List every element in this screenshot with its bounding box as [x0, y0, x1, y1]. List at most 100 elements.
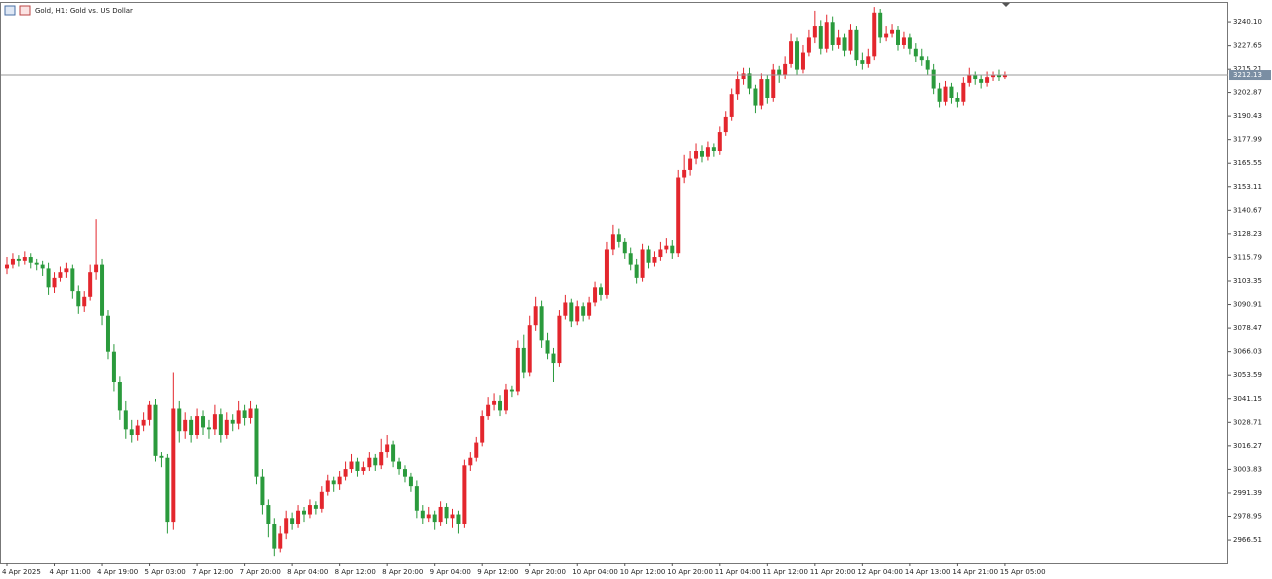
x-tick-label: 7 Apr 12:00: [192, 568, 233, 576]
candle-body: [88, 272, 93, 297]
x-tick-label: 9 Apr 04:00: [430, 568, 471, 576]
y-tick-label: 3016.27: [1233, 442, 1262, 450]
candle-body: [610, 234, 615, 250]
y-tick-label: 3078.47: [1233, 324, 1262, 332]
candle-body: [58, 272, 63, 278]
candle-body: [539, 306, 544, 341]
candle-body: [159, 455, 164, 458]
x-tick-label: 8 Apr 12:00: [335, 568, 376, 576]
candle-body: [907, 37, 912, 49]
candle-body: [812, 26, 817, 38]
candle-body: [444, 506, 449, 519]
candle-body: [646, 249, 651, 263]
x-tick-label: 9 Apr 20:00: [525, 568, 566, 576]
candle-body: [480, 416, 485, 443]
candle-body: [884, 33, 889, 38]
candle-body: [931, 69, 936, 89]
candle-body: [492, 400, 497, 405]
candle-body: [688, 158, 693, 170]
candle-body: [818, 26, 823, 49]
candle-body: [705, 147, 710, 157]
chart-title: Gold, H1: Gold vs. US Dollar: [35, 7, 133, 15]
candle-body: [699, 151, 704, 157]
candle-body: [331, 480, 336, 485]
candle-body: [765, 79, 770, 98]
x-tick-label: 4 Apr 2025: [2, 568, 41, 576]
candle-body: [967, 75, 972, 83]
candle-body: [46, 268, 51, 288]
candle-body: [361, 467, 366, 471]
candle-body: [111, 351, 116, 382]
candle-body: [236, 410, 241, 424]
candle-body: [711, 147, 716, 152]
candle-body: [943, 86, 948, 102]
y-tick-label: 3090.91: [1233, 301, 1262, 309]
candle-body: [533, 306, 538, 326]
candle-body: [616, 234, 621, 242]
candle-body: [551, 353, 556, 364]
candle-body: [195, 416, 200, 436]
candle-body: [82, 296, 87, 307]
candle-body: [676, 177, 681, 254]
candle-body: [153, 404, 158, 456]
y-tick-label: 3066.03: [1233, 348, 1262, 356]
candle-body: [349, 461, 354, 470]
candle-body: [664, 245, 669, 250]
candle-body: [486, 404, 491, 417]
x-tick-label: 14 Apr 13:00: [905, 568, 951, 576]
candle-body: [1002, 75, 1007, 78]
candle-body: [503, 389, 508, 411]
y-tick-label: 3003.83: [1233, 465, 1262, 473]
candle-body: [319, 491, 324, 509]
candle-body: [961, 82, 966, 102]
candle-body: [28, 257, 33, 263]
candle-body: [979, 79, 984, 83]
y-tick-label: 2966.51: [1233, 536, 1262, 544]
candle-body: [40, 264, 45, 269]
candle-body: [878, 12, 883, 38]
y-tick-label: 3177.99: [1233, 136, 1262, 144]
candle-body: [581, 306, 586, 316]
y-tick-label: 2991.39: [1233, 489, 1262, 497]
candle-body: [307, 505, 312, 515]
candle-body: [985, 77, 990, 83]
candle-body: [569, 302, 574, 322]
candle-body: [278, 533, 283, 549]
x-tick-label: 9 Apr 12:00: [477, 568, 518, 576]
candle-body: [177, 408, 182, 432]
plot-frame: [0, 2, 1228, 564]
candle-body: [70, 268, 75, 292]
candle-body: [189, 419, 194, 436]
candle-body: [593, 287, 598, 303]
x-tick-label: 7 Apr 20:00: [240, 568, 281, 576]
candle-body: [729, 94, 734, 117]
candle-body: [545, 340, 550, 354]
x-tick-label: 10 Apr 12:00: [620, 568, 666, 576]
candle-body: [313, 505, 318, 509]
candle-body: [622, 241, 627, 254]
x-tick-label: 11 Apr 20:00: [810, 568, 856, 576]
candle-body: [937, 88, 942, 102]
candle-body: [10, 258, 15, 265]
candle-body: [117, 381, 122, 411]
candle-body: [385, 444, 390, 453]
candle-body: [325, 480, 330, 492]
x-tick-label: 12 Apr 04:00: [857, 568, 903, 576]
candle-body: [474, 442, 479, 458]
candle-body: [913, 48, 918, 57]
candle-body: [408, 476, 413, 487]
candle-body: [925, 60, 930, 70]
candle-body: [628, 253, 633, 265]
y-tick-label: 3103.35: [1233, 277, 1262, 285]
candle-body: [141, 419, 146, 426]
x-tick-label: 11 Apr 12:00: [762, 568, 808, 576]
y-tick-label: 3190.43: [1233, 112, 1262, 120]
candle-body: [973, 75, 978, 80]
candle-body: [22, 257, 27, 261]
candle-body: [206, 427, 211, 430]
candle-body: [296, 510, 301, 524]
x-tick-label: 4 Apr 11:00: [50, 568, 91, 576]
y-tick-label: 3240.10: [1233, 18, 1262, 26]
candle-body: [694, 151, 699, 159]
candle-body: [872, 12, 877, 57]
